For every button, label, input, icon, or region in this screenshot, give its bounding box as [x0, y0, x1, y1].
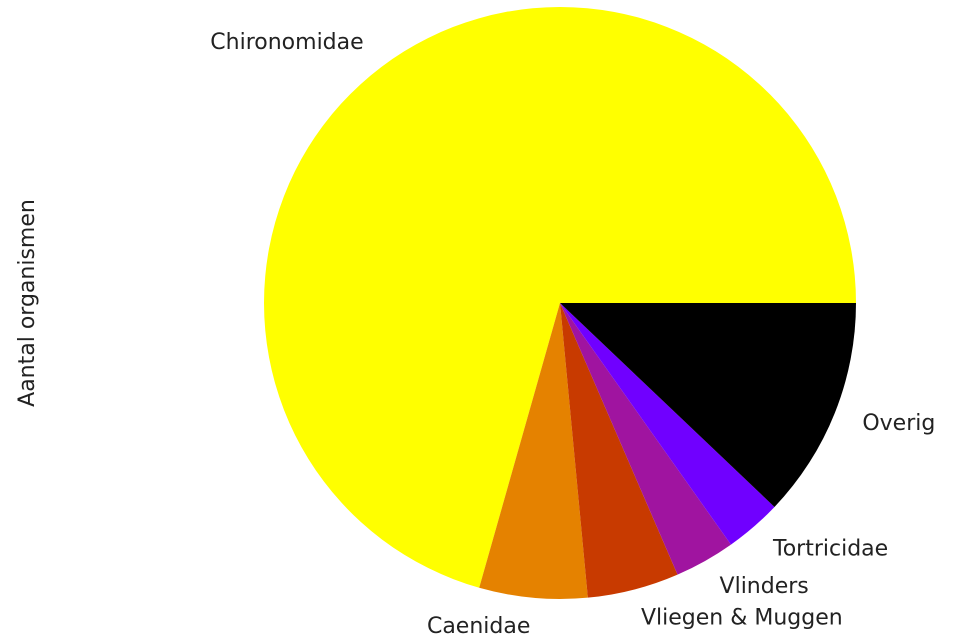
y-axis-label: Aantal organismen: [15, 199, 40, 407]
pie-slice: [479, 303, 588, 599]
slice-label: Vlinders: [720, 574, 809, 599]
slice-label: Tortricidae: [772, 536, 888, 561]
pie-slice: [560, 303, 856, 507]
slice-label: Caenidae: [427, 614, 530, 639]
pie-slice: [560, 303, 678, 598]
slice-label: Vliegen & Muggen: [641, 605, 843, 630]
pie-slice: [560, 303, 775, 545]
slice-label: Overig: [862, 411, 935, 436]
slice-label: Chironomidae: [210, 30, 363, 55]
pie-slice: [560, 303, 731, 575]
pie-slice: [264, 7, 857, 588]
